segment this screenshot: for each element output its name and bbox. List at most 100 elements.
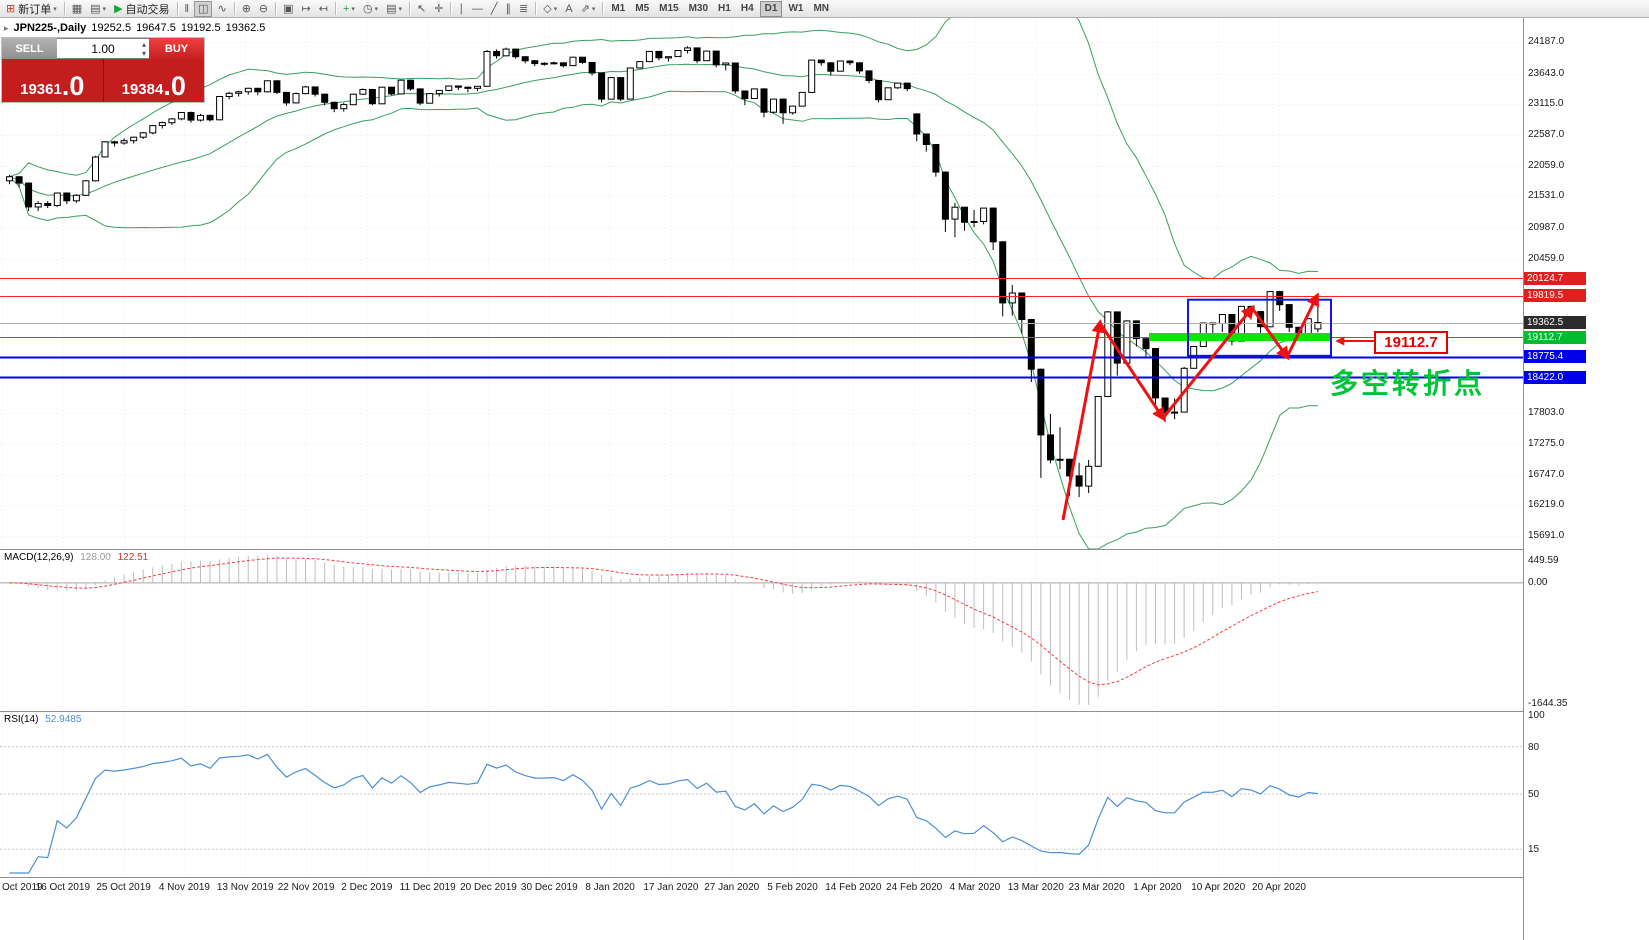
chart-header: ▸ JPN225-,Daily 19252.5 19647.5 19192.5 … <box>4 22 265 34</box>
rsi-indicator-label: RSI(14) 52.9485 <box>4 714 81 725</box>
trendline-button[interactable]: ╱ <box>488 1 501 17</box>
volume-spinner[interactable]: ▴ ▾ <box>142 40 146 58</box>
price-panel[interactable] <box>0 0 1523 549</box>
periods-button[interactable]: ◷ ▾ <box>360 1 381 17</box>
sell-button[interactable]: SELL <box>2 38 57 59</box>
buy-button[interactable]: BUY <box>149 38 204 59</box>
caret-icon: ▾ <box>398 5 402 13</box>
toolbar-separator <box>233 2 235 15</box>
shapes-icon: ◇ <box>543 2 552 15</box>
date-label: 10 Apr 2020 <box>1191 882 1246 893</box>
one-click-collapse-icon[interactable]: ▸ <box>4 22 9 33</box>
date-label: 13 Nov 2019 <box>216 882 274 893</box>
timeframe-mn-button[interactable]: MN <box>813 2 829 14</box>
spinner-down-icon[interactable]: ▾ <box>141 49 146 58</box>
panel-separator[interactable] <box>0 711 1649 712</box>
tile-windows-button[interactable]: ▣ <box>280 1 296 17</box>
turning-point-annotation[interactable]: 多空转折点 <box>1330 368 1486 399</box>
key-price-callout[interactable]: 19112.7 <box>1374 331 1448 354</box>
timeframe-m15-button[interactable]: M15 <box>659 2 679 14</box>
templates-button[interactable]: ▤ ▾ <box>383 1 405 17</box>
indicators-button[interactable]: + ▾ <box>340 1 358 17</box>
auto-scroll-button[interactable]: ↦ <box>299 1 314 17</box>
spinner-up-icon[interactable]: ▴ <box>141 40 146 49</box>
date-label: 16 Oct 2019 <box>35 882 91 893</box>
cursor-button[interactable]: ↖ <box>414 1 429 17</box>
tile-windows-icon: ▣ <box>283 2 294 15</box>
date-label: 1 Apr 2020 <box>1133 882 1182 893</box>
price-axis-label: 20987.0 <box>1528 222 1565 234</box>
templates-icon: ▤ <box>386 2 397 15</box>
charts-grid-icon: ▦ <box>71 2 83 15</box>
shapes-button[interactable]: ◇ ▾ <box>540 1 560 17</box>
ohlc-high: 19647.5 <box>136 22 176 34</box>
trendline-icon: ╱ <box>490 2 498 15</box>
sell-price[interactable]: 19361 .0 <box>2 59 103 102</box>
price-axis-label: 17803.0 <box>1528 407 1565 419</box>
timeframe-d1-button[interactable]: D1 <box>759 0 783 17</box>
volume-input[interactable]: 1.00 ▴ ▾ <box>57 38 149 59</box>
date-label: 30 Dec 2019 <box>520 882 578 893</box>
arrows-button[interactable]: ⇗ ▾ <box>578 1 599 17</box>
date-label: 17 Jan 2020 <box>643 882 699 893</box>
timeframe-h4-button[interactable]: H4 <box>740 2 754 14</box>
timeframe-m1-button[interactable]: M1 <box>611 2 626 14</box>
macd-name: MACD(12,26,9) <box>4 552 74 563</box>
panel-separator <box>0 877 1649 878</box>
chart-symbol-label: JPN225-,Daily <box>13 22 87 34</box>
price-tag: 19362.5 <box>1524 316 1586 330</box>
periods-icon: ◷ <box>362 2 373 15</box>
rsi-panel[interactable] <box>0 746 1523 874</box>
macd-indicator-label: MACD(12,26,9) 128.00 122.51 <box>4 552 148 563</box>
autotrading-button[interactable]: ▶ 自动交易 <box>111 1 172 17</box>
caret-icon: ▾ <box>53 5 57 13</box>
channel-button[interactable]: ∥ <box>503 1 515 17</box>
date-label: 4 Mar 2020 <box>949 882 1001 893</box>
price-tag: 19112.7 <box>1524 330 1586 344</box>
line-chart-button[interactable]: ∿ <box>214 1 229 17</box>
price-tag: 20124.7 <box>1524 271 1586 285</box>
timeframe-w1-button[interactable]: W1 <box>788 2 804 14</box>
new-order-icon: ⊞ <box>6 2 16 15</box>
price-tag: 19819.5 <box>1524 289 1586 303</box>
date-label: 20 Dec 2019 <box>460 882 517 893</box>
price-axis-label: 16219.0 <box>1528 499 1565 511</box>
zoom-in-button[interactable]: ⊕ <box>239 1 254 17</box>
timeframe-h1-button[interactable]: H1 <box>718 2 731 14</box>
chart-canvas[interactable] <box>0 0 1523 897</box>
bar-chart-button[interactable]: ‖ <box>182 1 193 17</box>
chart-shift-icon: ↤ <box>318 2 328 15</box>
buy-price[interactable]: 19384 .0 <box>102 59 205 102</box>
new-order-button[interactable]: ⊞ 新订单 ▾ <box>3 1 60 17</box>
timeframe-m30-button[interactable]: M30 <box>688 2 709 14</box>
timeframe-m5-button[interactable]: M5 <box>635 2 650 14</box>
auto-scroll-icon: ↦ <box>301 2 311 15</box>
horizontal-line-button[interactable]: ― <box>469 1 486 17</box>
autotrading-button-label: 自动交易 <box>125 3 170 16</box>
text-icon: A <box>565 2 573 15</box>
price-axis[interactable]: 24187.0 23643.0 23115.0 22587.0 22059.0 21531… <box>1523 18 1649 940</box>
charts-grid-button[interactable]: ▦ <box>69 1 85 17</box>
zoom-out-button[interactable]: ⊖ <box>256 1 271 17</box>
chart-shift-button[interactable]: ↤ <box>316 1 331 17</box>
macd-panel[interactable] <box>0 555 1523 705</box>
ohlc-low: 19192.5 <box>180 22 221 34</box>
fibonacci-button[interactable]: ≣ <box>516 1 531 17</box>
arrows-icon: ⇗ <box>580 2 590 15</box>
rsi-name: RSI(14) <box>4 714 39 725</box>
ohlc-open: 19252.5 <box>91 22 132 34</box>
ohlc-close: 19362.5 <box>225 22 266 34</box>
price-axis-label: 17275.0 <box>1528 437 1565 449</box>
panel-separator[interactable] <box>0 549 1649 550</box>
crosshair-button[interactable]: ✛ <box>431 1 446 17</box>
candlestick-chart-button[interactable]: ◫ <box>194 0 213 17</box>
new-order-button-label: 新订单 <box>18 3 52 16</box>
text-button[interactable]: A <box>562 1 575 17</box>
horizontal-line-icon: ― <box>471 2 483 15</box>
vertical-line-button[interactable]: ∣ <box>455 1 467 17</box>
macd-signal-value: 122.51 <box>117 552 149 563</box>
profiles-button[interactable]: ▤ ▾ <box>87 1 109 17</box>
toolbar-separator <box>408 2 410 15</box>
caret-icon: ▾ <box>374 5 379 13</box>
date-axis[interactable]: Oct 2019 16 Oct 2019 25 Oct 2019 4 Nov 2019… <box>0 878 1523 898</box>
